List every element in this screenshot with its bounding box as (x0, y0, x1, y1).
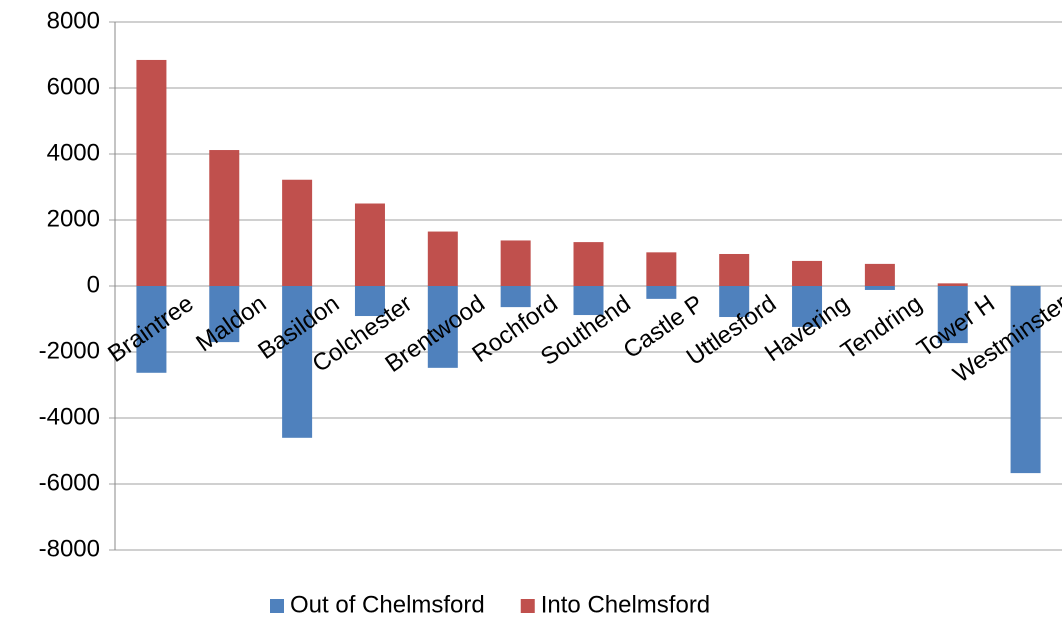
bar (427, 231, 458, 286)
y-tick-label: 8000 (47, 7, 100, 34)
bar (282, 179, 313, 286)
bar (354, 286, 385, 317)
y-tick-label: -2000 (39, 337, 100, 364)
legend-label: Into Chelmsford (541, 591, 710, 618)
bar (427, 286, 458, 368)
bar (136, 286, 167, 373)
bar (646, 252, 677, 286)
bar (646, 286, 677, 299)
bar (719, 286, 750, 318)
y-tick-label: 6000 (47, 73, 100, 100)
bar (864, 286, 895, 290)
bar (864, 263, 895, 286)
bar (500, 286, 531, 308)
bar (354, 203, 385, 286)
bar (136, 59, 167, 287)
bar (937, 286, 968, 344)
bar (209, 286, 240, 343)
y-tick-label: 0 (87, 271, 100, 298)
legend-swatch (520, 599, 535, 613)
legend-swatch (270, 599, 284, 613)
bar (719, 253, 750, 286)
y-tick-label: 4000 (47, 139, 100, 166)
bar (209, 150, 240, 286)
bar (282, 286, 313, 438)
legend-label: Out of Chelmsford (290, 591, 485, 618)
bar (1010, 286, 1041, 474)
y-tick-label: -8000 (39, 535, 100, 562)
bar (792, 286, 823, 327)
y-tick-label: 2000 (47, 205, 100, 232)
bar (500, 240, 531, 286)
bar (573, 242, 604, 286)
bar (792, 260, 823, 286)
y-tick-label: -4000 (39, 403, 100, 430)
bar (937, 283, 968, 286)
y-tick-label: -6000 (39, 469, 100, 496)
x-tick-label: Tendring (836, 290, 927, 365)
bar (573, 286, 604, 316)
